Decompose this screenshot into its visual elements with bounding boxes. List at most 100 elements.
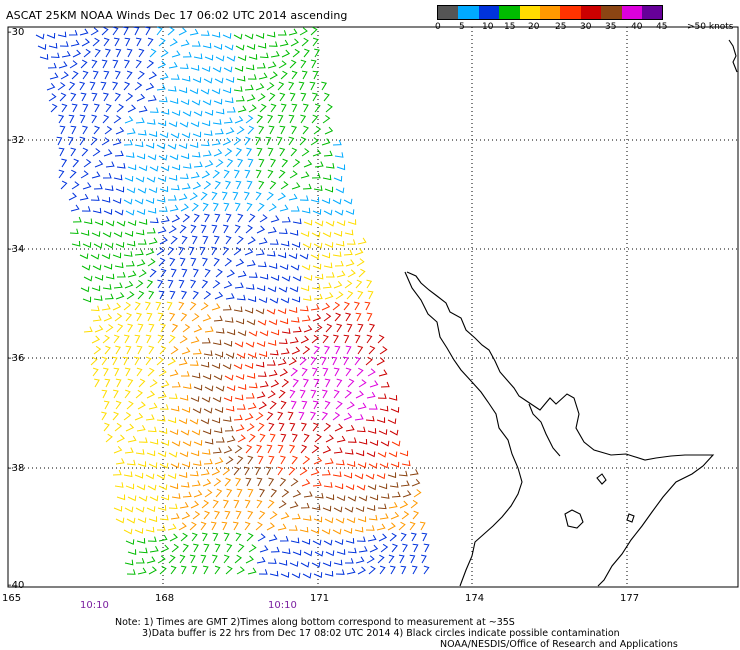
wind-barb — [244, 413, 254, 421]
wind-barb — [368, 514, 378, 521]
wind-barb — [336, 270, 346, 278]
wind-barb — [146, 506, 156, 513]
wind-barb — [300, 285, 310, 292]
wind-barb — [46, 82, 56, 91]
wind-barb — [49, 72, 59, 80]
wind-barb — [124, 559, 134, 566]
wind-barb — [224, 477, 232, 487]
legend-swatch-10 — [641, 6, 663, 19]
wind-barb — [236, 566, 245, 575]
wind-barb — [103, 400, 110, 410]
wind-barb — [136, 259, 146, 267]
wind-barb — [148, 290, 155, 300]
wind-barb — [324, 292, 334, 300]
wind-barb — [301, 70, 308, 80]
wind-barb — [311, 444, 320, 454]
wind-barb — [244, 84, 254, 91]
wind-barb — [180, 99, 190, 106]
wind-barb — [223, 66, 233, 73]
wind-barb — [226, 329, 236, 336]
wind-barb — [248, 544, 257, 553]
wind-barb — [290, 367, 298, 377]
wind-barb — [236, 488, 243, 498]
wind-barb — [254, 466, 261, 476]
wind-barb — [101, 137, 110, 146]
wind-barb — [215, 108, 225, 115]
wind-barb — [303, 159, 313, 168]
wind-barb — [236, 235, 244, 245]
wind-barb — [189, 360, 199, 366]
wind-barb — [312, 422, 319, 432]
wind-barb — [61, 103, 68, 113]
wind-barb — [289, 59, 297, 69]
wind-barb — [212, 119, 222, 125]
wind-barb — [182, 323, 191, 333]
wind-barb — [255, 83, 265, 91]
wind-barb — [94, 103, 100, 113]
wind-barb — [311, 114, 319, 124]
wind-barb — [345, 538, 355, 544]
wind-barb — [389, 482, 399, 488]
wind-barb — [192, 181, 202, 190]
wind-barb — [380, 543, 389, 553]
wind-barb — [358, 495, 368, 502]
wind-barb — [300, 444, 308, 454]
wind-barb — [332, 411, 341, 421]
wind-barb — [114, 150, 124, 157]
wind-barb — [288, 193, 298, 201]
wind-barb — [169, 533, 178, 542]
wind-barb — [214, 543, 221, 553]
wind-barb — [135, 37, 142, 47]
wind-barb — [347, 269, 356, 278]
wind-barb — [116, 103, 124, 113]
wind-barb — [167, 279, 174, 289]
wind-barb — [159, 514, 169, 521]
wind-barb — [146, 227, 156, 234]
wind-barb — [291, 206, 300, 212]
wind-barb — [310, 468, 320, 476]
wind-barb — [256, 499, 263, 509]
wind-barb — [266, 411, 274, 421]
wind-barb — [223, 117, 233, 124]
wind-barb — [213, 98, 223, 105]
wind-barb — [91, 285, 101, 292]
wind-barb — [101, 411, 107, 421]
wind-barb — [222, 137, 232, 146]
wind-barb — [344, 229, 354, 236]
wind-barb — [101, 26, 109, 36]
wind-barb — [367, 534, 377, 542]
wind-barb — [278, 560, 288, 566]
wind-barb — [391, 491, 401, 498]
wind-barb — [335, 459, 345, 466]
wind-barb — [127, 435, 137, 443]
wind-barb — [280, 512, 290, 520]
wind-barb — [291, 182, 301, 190]
wind-barb — [248, 433, 256, 443]
wind-barb — [126, 240, 136, 247]
wind-barb — [290, 537, 300, 544]
wind-barb — [134, 249, 144, 256]
wind-barb — [138, 48, 145, 58]
wind-barb — [401, 510, 410, 520]
wind-barb — [91, 92, 98, 102]
wind-barb — [259, 381, 269, 388]
wind-barb — [215, 328, 225, 334]
wind-barb — [136, 425, 146, 432]
wind-barb — [310, 253, 320, 260]
wind-barb — [50, 103, 58, 113]
wind-barb — [200, 469, 210, 476]
wind-barb — [223, 532, 230, 542]
wind-barb — [245, 224, 253, 234]
wind-barb — [326, 272, 335, 278]
wind-barb — [112, 59, 119, 69]
wind-barb — [234, 554, 242, 564]
wind-barb — [257, 261, 267, 268]
wind-barb — [324, 242, 334, 248]
wind-barb — [245, 477, 252, 487]
wind-barb — [213, 427, 223, 434]
wind-barb — [180, 565, 187, 575]
wind-barb — [267, 499, 275, 509]
wind-barb — [213, 235, 220, 245]
wind-barb — [325, 434, 334, 443]
wind-barb — [123, 139, 133, 146]
